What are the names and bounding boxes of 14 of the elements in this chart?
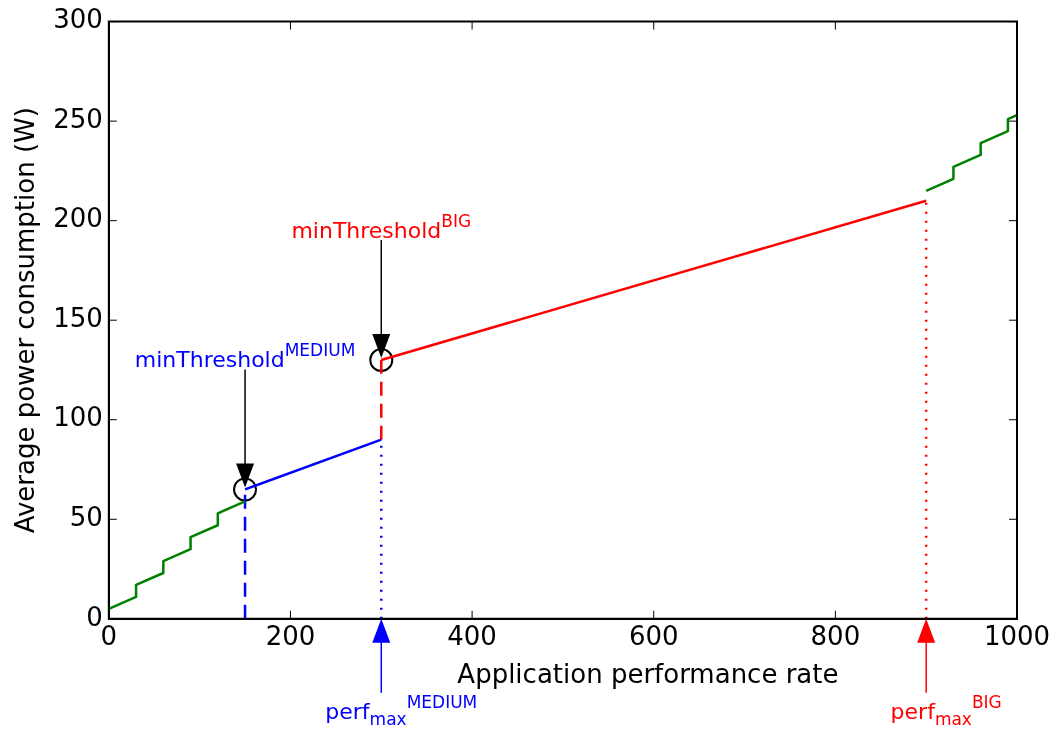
y-tick-label: 300: [53, 4, 103, 35]
x-tick-label: 600: [628, 621, 679, 652]
y-tick-label: 200: [53, 203, 103, 234]
x-tick-label: 800: [810, 621, 861, 652]
y-tick-label: 250: [53, 103, 103, 134]
y-tick-label: 150: [53, 302, 103, 333]
y-tick-label: 100: [53, 402, 103, 433]
x-axis-title: Application performance rate: [457, 658, 839, 689]
x-tick-label: 400: [447, 621, 497, 652]
y-tick-label: 50: [69, 502, 103, 533]
y-tick-label: 0: [86, 601, 103, 632]
y-axis-title: Average power consumption (W): [10, 107, 41, 534]
x-tick-label: 1000: [983, 621, 1051, 652]
x-tick-label: 200: [265, 621, 316, 652]
